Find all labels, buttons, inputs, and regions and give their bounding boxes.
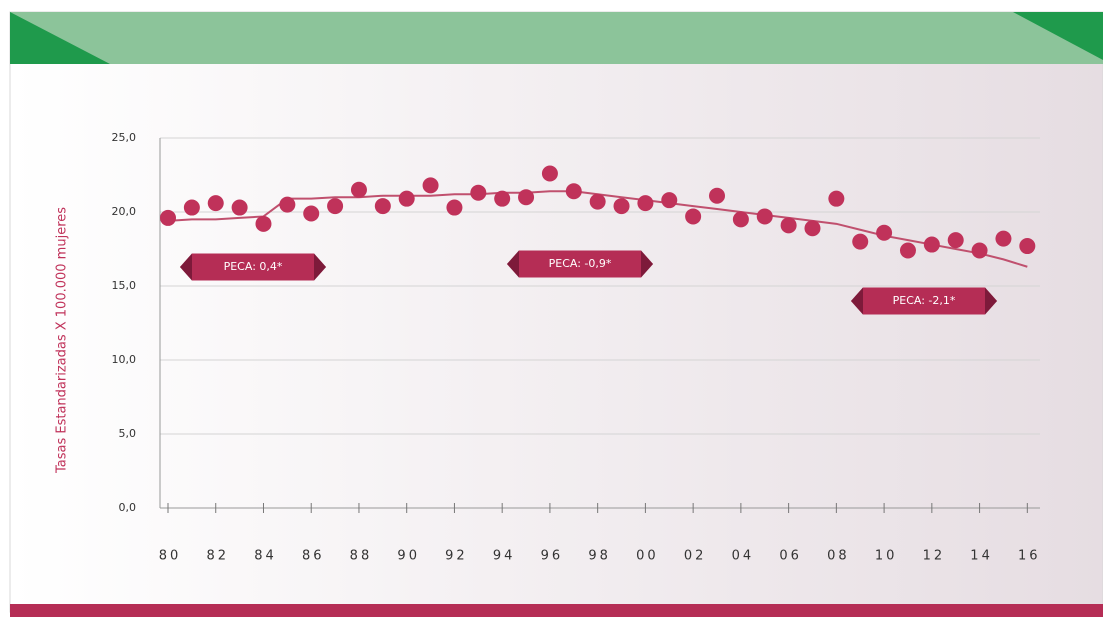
point [613, 198, 630, 215]
x-tick-label: 04 [732, 549, 755, 564]
annotation-tip [314, 253, 326, 281]
point [327, 198, 344, 215]
point [899, 242, 916, 259]
point [494, 190, 511, 207]
x-tick-label: 86 [302, 549, 325, 564]
footer-band [10, 604, 1103, 617]
x-tick-label: 14 [970, 549, 993, 564]
point [518, 189, 535, 206]
header-corner [1013, 12, 1103, 60]
point [732, 211, 749, 228]
x-tick-label: 94 [493, 549, 516, 564]
point [661, 192, 678, 209]
point [231, 199, 248, 216]
y-tick-label: 15,0 [112, 279, 137, 292]
x-tick-label: 00 [636, 549, 659, 564]
y-tick-label: 0,0 [119, 501, 137, 514]
annotation-tip [641, 250, 653, 278]
x-tick-label: 92 [445, 549, 468, 564]
annotation-tip [507, 250, 519, 278]
point [303, 205, 320, 222]
annotation-tip [985, 287, 997, 315]
point [183, 199, 200, 216]
x-tick-label: 84 [254, 549, 277, 564]
x-tick-label: 88 [350, 549, 373, 564]
x-tick-label: 16 [1018, 549, 1041, 564]
y-tick-label: 20,0 [112, 205, 137, 218]
x-tick-label: 96 [541, 549, 564, 564]
point [446, 199, 463, 216]
annotation-box [180, 253, 326, 281]
point [804, 220, 821, 237]
y-tick-label: 10,0 [112, 353, 137, 366]
x-tick-label: 80 [159, 549, 182, 564]
x-tick-label: 82 [206, 549, 229, 564]
annotation-box [507, 250, 653, 278]
point [374, 198, 391, 215]
annotation-tip [851, 287, 863, 315]
point [589, 193, 606, 210]
y-axis-label: Tasas Estandarizadas X 100.000 mujeres [55, 207, 70, 474]
x-tick-label: 02 [684, 549, 707, 564]
point [565, 183, 582, 200]
point [350, 181, 367, 198]
point [852, 233, 869, 250]
x-tick-label: 08 [827, 549, 850, 564]
x-tick-label: 90 [397, 549, 420, 564]
x-tick-label: 06 [779, 549, 802, 564]
point [709, 187, 726, 204]
point [207, 195, 224, 212]
header-band [10, 12, 1103, 64]
point [780, 217, 797, 234]
point [255, 215, 272, 232]
point [1019, 238, 1036, 255]
point [422, 177, 439, 194]
point [947, 232, 964, 249]
point [160, 209, 176, 226]
point [541, 165, 558, 182]
annotation-tip [180, 253, 192, 281]
annotation-box [851, 287, 997, 315]
y-tick-label: 25,0 [112, 131, 137, 144]
point [685, 208, 702, 225]
x-tick-label: 12 [923, 549, 946, 564]
x-tick-label: 10 [875, 549, 898, 564]
point [470, 184, 487, 201]
y-tick-label: 5,0 [119, 427, 137, 440]
point [756, 208, 773, 225]
annotation: PECA: 0,4* [224, 260, 283, 273]
point [995, 230, 1012, 247]
point [828, 190, 845, 207]
point [876, 224, 893, 241]
annotation: PECA: -2,1* [893, 294, 956, 307]
annotation: PECA: -0,9* [549, 257, 612, 270]
header-corner [10, 12, 110, 64]
point [279, 196, 296, 213]
point [971, 242, 988, 259]
point [923, 236, 940, 253]
x-tick-label: 98 [588, 549, 611, 564]
point [398, 190, 415, 207]
point [637, 195, 654, 212]
